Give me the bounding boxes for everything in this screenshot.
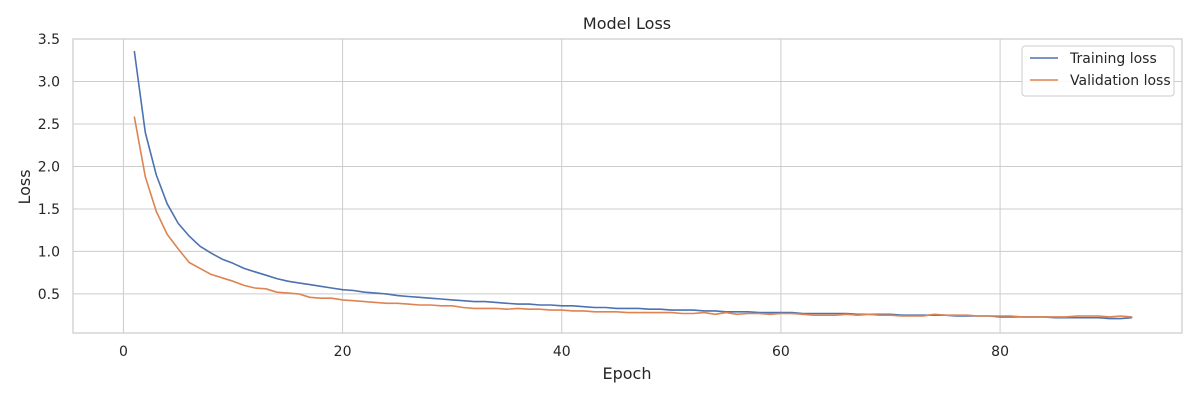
x-tick-label: 20	[334, 344, 352, 360]
legend-label-training: Training loss	[1069, 51, 1157, 67]
legend-box	[1021, 45, 1175, 97]
x-axis-label: Epoch	[603, 364, 652, 383]
tick-labels: 0 20 40 60 80 0.5 1.0 1.5 2.0 2.5 3.0 3.5	[38, 32, 1009, 360]
y-tick-label: 2.0	[38, 159, 60, 175]
y-tick-label: 1.5	[38, 202, 60, 218]
legend: Training loss Validation loss	[1021, 45, 1175, 97]
training-loss-line	[133, 50, 1133, 320]
grid	[73, 38, 1182, 333]
plot-area-frame	[72, 38, 1183, 334]
y-tick-label: 1.0	[38, 244, 60, 260]
y-tick-label: 0.5	[38, 287, 60, 303]
x-tick-label: 40	[553, 344, 571, 360]
validation-loss-line	[133, 116, 1133, 318]
y-tick-label: 3.5	[38, 32, 60, 48]
x-tick-label: 80	[991, 344, 1009, 360]
x-tick-label: 60	[772, 344, 790, 360]
y-axis-label: Loss	[15, 169, 34, 204]
x-tick-label: 0	[119, 344, 128, 360]
series-layer	[133, 50, 1133, 320]
legend-label-validation: Validation loss	[1070, 73, 1171, 89]
y-tick-label: 3.0	[38, 74, 60, 90]
y-tick-label: 2.5	[38, 117, 60, 133]
chart-title: Model Loss	[583, 14, 671, 33]
